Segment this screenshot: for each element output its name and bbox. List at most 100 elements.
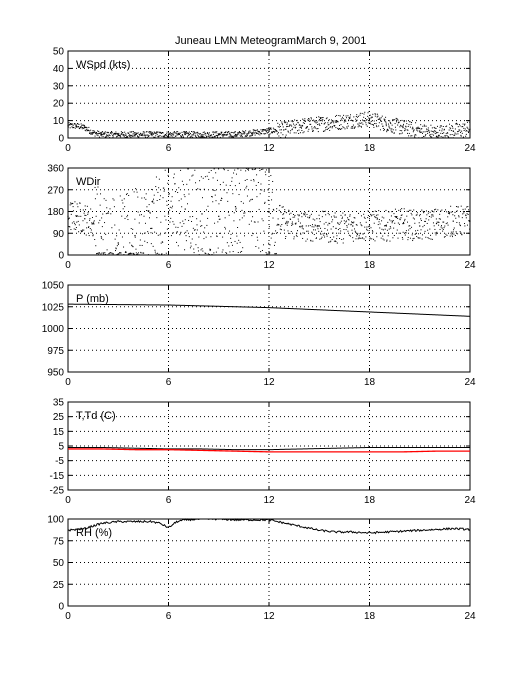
data-point: [390, 220, 392, 222]
data-point: [80, 126, 82, 128]
data-point: [336, 120, 338, 122]
data-point: [101, 132, 103, 134]
data-point: [201, 197, 203, 199]
data-point: [117, 135, 119, 137]
data-point: [123, 198, 125, 200]
data-point: [108, 254, 110, 256]
data-point: [173, 177, 175, 179]
data-point: [250, 131, 252, 133]
data-point: [261, 133, 263, 135]
data-point: [285, 134, 287, 136]
data-point: [254, 168, 256, 170]
data-point: [104, 222, 106, 224]
data-point: [312, 240, 314, 242]
data-point: [409, 121, 411, 123]
data-point: [386, 240, 388, 242]
data-point: [255, 132, 257, 134]
data-point: [452, 220, 454, 222]
data-point: [398, 133, 400, 135]
data-point: [310, 118, 312, 120]
data-point: [219, 133, 221, 135]
data-point: [340, 118, 342, 120]
data-point: [128, 132, 130, 134]
data-point: [175, 254, 177, 256]
data-point: [78, 126, 80, 128]
data-point: [219, 133, 221, 135]
data-point: [112, 135, 114, 137]
data-point: [330, 240, 332, 242]
data-point: [197, 250, 199, 252]
data-point: [283, 229, 285, 231]
data-point: [335, 120, 337, 122]
data-point: [322, 211, 324, 213]
data-point: [96, 133, 98, 135]
data-point: [265, 131, 267, 133]
data-point: [357, 123, 359, 125]
data-point: [375, 214, 377, 216]
data-point: [356, 119, 358, 121]
x-tick-label: 6: [166, 143, 172, 154]
data-point: [129, 242, 131, 244]
data-point: [339, 115, 341, 117]
data-point: [315, 122, 317, 124]
data-point: [218, 168, 220, 170]
data-point: [312, 129, 314, 131]
data-point: [430, 238, 432, 240]
data-point: [413, 237, 415, 239]
data-point: [133, 252, 135, 254]
data-point: [422, 125, 424, 127]
data-point: [332, 126, 334, 128]
data-point: [194, 132, 196, 134]
data-point: [468, 130, 470, 132]
data-point: [217, 247, 219, 249]
data-point: [176, 231, 178, 233]
data-point: [404, 220, 406, 222]
data-point: [433, 131, 435, 133]
data-point: [109, 137, 111, 139]
data-point: [80, 230, 82, 232]
data-point: [416, 214, 418, 216]
data-point: [146, 209, 148, 211]
data-point: [230, 233, 232, 235]
data-point: [423, 211, 425, 213]
data-point: [424, 131, 426, 133]
data-point: [434, 133, 436, 135]
data-point: [396, 216, 398, 218]
data-point: [74, 123, 76, 125]
data-point: [98, 252, 100, 254]
data-point: [93, 220, 95, 222]
data-point: [432, 214, 434, 216]
data-point: [433, 211, 435, 213]
data-point: [262, 129, 264, 131]
data-point: [109, 252, 111, 254]
data-point: [100, 134, 102, 136]
data-point: [196, 131, 198, 133]
data-point: [407, 129, 409, 131]
data-point: [206, 135, 208, 137]
data-point: [356, 235, 358, 237]
data-point: [203, 231, 205, 233]
data-point: [156, 217, 158, 219]
data-point: [344, 128, 346, 130]
data-point: [197, 133, 199, 135]
data-point: [167, 174, 169, 176]
series-line: [67, 303, 471, 317]
data-point: [291, 223, 293, 225]
data-point: [347, 217, 349, 219]
data-point: [181, 225, 183, 227]
data-point: [357, 126, 359, 128]
data-point: [311, 126, 313, 128]
data-point: [426, 214, 428, 216]
data-point: [341, 116, 343, 118]
data-point: [183, 223, 185, 225]
data-point: [359, 233, 361, 235]
data-point: [104, 133, 106, 135]
data-point: [137, 211, 139, 213]
data-point: [118, 229, 120, 231]
data-point: [164, 215, 166, 217]
data-point: [326, 233, 328, 235]
data-point: [295, 126, 297, 128]
data-point: [371, 116, 373, 118]
data-point: [397, 119, 399, 121]
